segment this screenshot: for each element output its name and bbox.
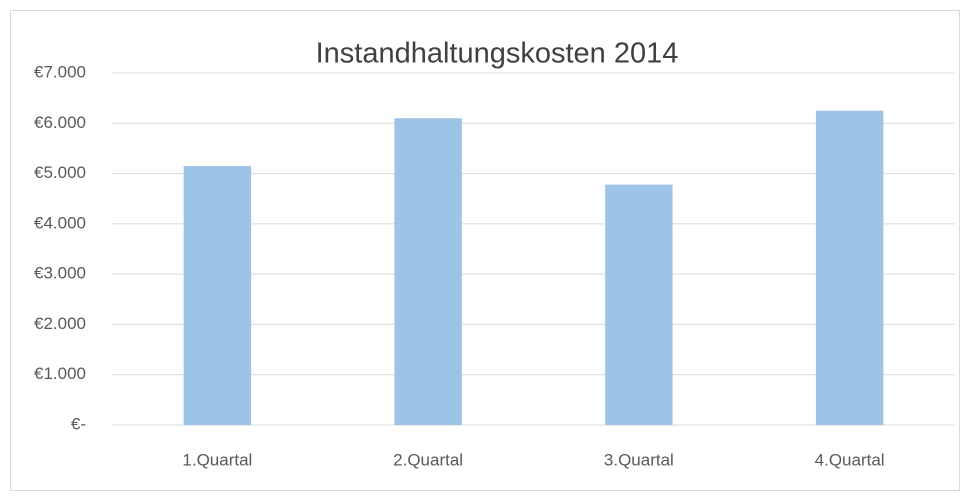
bar bbox=[815, 110, 884, 425]
chart-frame bbox=[10, 10, 960, 491]
x-tick-label: 3.Quartal bbox=[604, 450, 674, 469]
y-tick-label: €3.000 bbox=[34, 264, 86, 283]
y-tick-label: €5.000 bbox=[34, 163, 86, 182]
y-tick-label: €- bbox=[71, 414, 86, 433]
x-tick-label: 2.Quartal bbox=[393, 450, 463, 469]
chart-title: Instandhaltungskosten 2014 bbox=[316, 38, 679, 70]
bar bbox=[605, 184, 673, 425]
y-tick-label: €4.000 bbox=[34, 213, 86, 232]
x-tick-label: 4.Quartal bbox=[815, 450, 885, 469]
y-tick-label: €1.000 bbox=[34, 364, 86, 383]
bar bbox=[394, 118, 462, 425]
y-tick-label: €7.000 bbox=[34, 62, 86, 81]
y-tick-label: €6.000 bbox=[34, 113, 86, 132]
x-tick-label: 1.Quartal bbox=[182, 450, 252, 469]
bar bbox=[183, 166, 252, 425]
y-tick-label: €2.000 bbox=[34, 314, 86, 333]
